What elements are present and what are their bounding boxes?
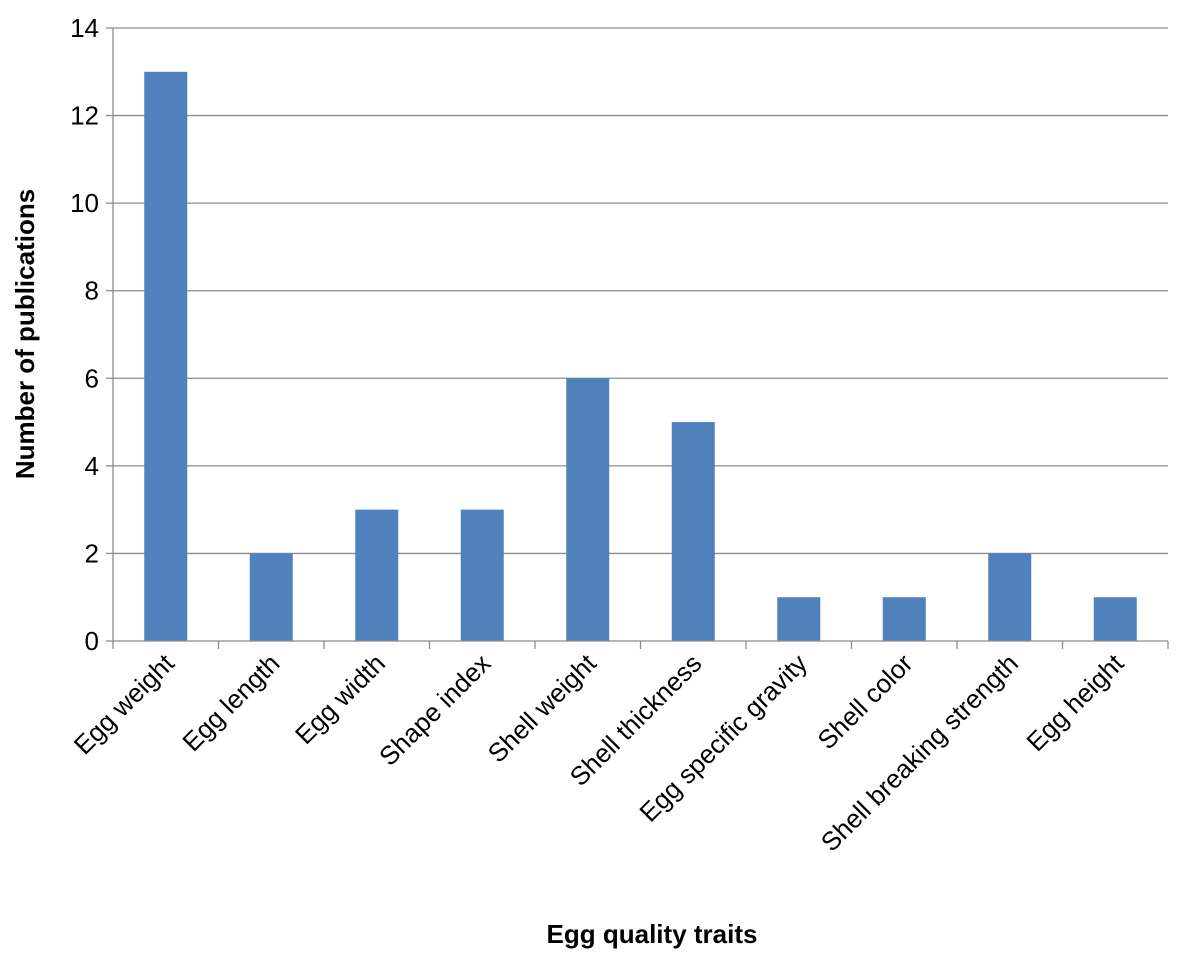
y-tick-label: 0 (85, 626, 99, 656)
bars (144, 71, 1137, 642)
bar (777, 597, 821, 641)
axes (106, 27, 1169, 649)
y-tick-labels: 0 2 4 6 8 10 12 14 (70, 13, 99, 656)
bar (671, 422, 715, 641)
y-tick-label: 6 (85, 363, 99, 393)
y-axis-title: Number of publications (10, 189, 40, 479)
x-tick-label: Egg width (289, 648, 391, 750)
y-tick-label: 4 (85, 451, 99, 481)
bar (144, 71, 188, 642)
x-tick-label: Shell color (811, 648, 918, 755)
y-tick-label: 10 (70, 188, 99, 218)
x-tick-label: Egg weight (68, 647, 181, 760)
bar (460, 509, 504, 641)
x-tick-label: Egg length (176, 648, 285, 757)
gridlines (113, 27, 1168, 555)
bar (355, 509, 399, 641)
y-tick-label: 2 (85, 538, 99, 568)
bar (882, 597, 926, 641)
bar (566, 378, 610, 641)
bar (249, 553, 293, 641)
x-tick-label: Shape index (373, 648, 496, 771)
x-axis-title: Egg quality traits (547, 919, 758, 949)
bar (988, 553, 1032, 641)
y-tick-label: 8 (85, 276, 99, 306)
y-tick-label: 14 (70, 13, 99, 43)
x-tick-label: Egg height (1020, 647, 1130, 757)
y-tick-label: 12 (70, 101, 99, 131)
bar (1093, 597, 1137, 641)
x-tick-label: Shell breaking strength (815, 648, 1024, 857)
